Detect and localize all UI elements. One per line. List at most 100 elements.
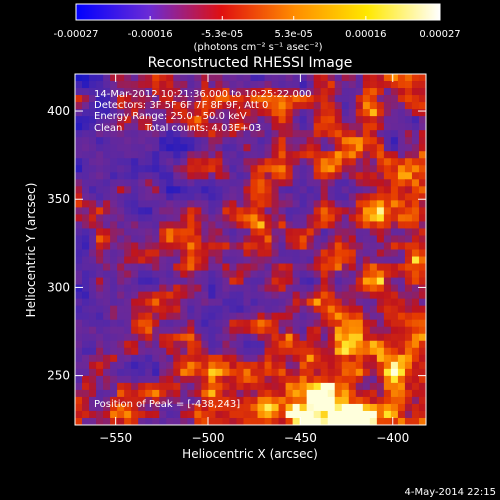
heatmap-cell: [327, 298, 336, 307]
heatmap-cell: [320, 151, 329, 159]
heatmap-cell: [334, 298, 343, 307]
heatmap-cell: [103, 130, 111, 138]
heatmap-cell: [82, 249, 90, 257]
heatmap-cell: [110, 291, 118, 300]
heatmap-cell: [215, 144, 223, 152]
heatmap-cell: [208, 179, 216, 187]
heatmap-cell: [131, 158, 139, 166]
heatmap-cell: [327, 186, 336, 194]
heatmap-cell: [264, 221, 272, 229]
heatmap-cell: [236, 228, 244, 236]
heatmap-cell: [201, 361, 209, 370]
heatmap-cell: [187, 172, 195, 180]
heatmap-cell: [306, 95, 315, 103]
heatmap-cell: [362, 172, 371, 180]
heatmap-cell: [299, 109, 308, 117]
heatmap-cell: [404, 326, 413, 335]
heatmap-cell: [117, 333, 125, 342]
heatmap-cell: [215, 81, 223, 89]
heatmap-cell: [82, 298, 90, 307]
heatmap-cell: [320, 109, 329, 117]
heatmap-cell: [299, 102, 308, 110]
heatmap-cell: [215, 277, 223, 285]
heatmap-cell: [292, 256, 301, 264]
heatmap-cell: [418, 319, 426, 328]
heatmap-cell: [348, 389, 357, 398]
heatmap-cell: [341, 228, 350, 236]
heatmap-cell: [292, 200, 301, 208]
heatmap-cell: [96, 354, 104, 363]
heatmap-cell: [229, 417, 237, 425]
heatmap-cell: [271, 123, 279, 131]
heatmap-cell: [264, 116, 272, 124]
heatmap-cell: [306, 368, 315, 377]
heatmap-cell: [110, 305, 118, 314]
heatmap-cell: [418, 74, 426, 82]
heatmap-cell: [271, 298, 279, 307]
heatmap-cell: [103, 312, 111, 321]
heatmap-cell: [257, 263, 265, 271]
heatmap-cell: [299, 410, 308, 419]
heatmap-cell: [229, 389, 237, 398]
heatmap-cell: [215, 214, 223, 222]
heatmap-cell: [103, 347, 111, 356]
heatmap-cell: [327, 193, 336, 201]
heatmap-cell: [96, 340, 104, 349]
heatmap-cell: [418, 326, 426, 335]
heatmap-cell: [103, 270, 111, 278]
heatmap-cell: [397, 298, 406, 307]
heatmap-cell: [173, 340, 181, 349]
heatmap-cell: [138, 298, 146, 307]
heatmap-cell: [166, 186, 174, 194]
heatmap-cell: [383, 102, 392, 110]
heatmap-cell: [411, 368, 420, 377]
heatmap-cell: [348, 333, 357, 342]
heatmap-cell: [215, 179, 223, 187]
heatmap-cell: [96, 158, 104, 166]
heatmap-cell: [327, 137, 336, 145]
heatmap-cell: [201, 200, 209, 208]
heatmap-cell: [355, 284, 364, 293]
heatmap-cell: [348, 256, 357, 264]
heatmap-cell: [236, 123, 244, 131]
heatmap-cell: [313, 333, 322, 342]
heatmap-cell: [159, 88, 167, 96]
heatmap-cell: [292, 319, 301, 328]
heatmap-cell: [187, 403, 195, 412]
heatmap-cell: [89, 354, 97, 363]
heatmap-cell: [320, 88, 329, 96]
heatmap-cell: [299, 277, 308, 285]
heatmap-cell: [397, 326, 406, 335]
heatmap-cell: [411, 319, 420, 328]
heatmap-cell: [166, 179, 174, 187]
heatmap-cell: [159, 186, 167, 194]
heatmap-cell: [236, 200, 244, 208]
heatmap-cell: [320, 214, 329, 222]
heatmap-cell: [299, 200, 308, 208]
heatmap-cell: [334, 123, 343, 131]
heatmap-cell: [313, 298, 322, 307]
heatmap-cell: [173, 200, 181, 208]
heatmap-cell: [383, 417, 392, 425]
heatmap-cell: [145, 172, 153, 180]
heatmap-cell: [369, 151, 378, 159]
heatmap-cell: [180, 242, 188, 250]
heatmap-cell: [250, 144, 258, 152]
heatmap-cell: [348, 172, 357, 180]
heatmap-cell: [264, 417, 272, 425]
heatmap-cell: [138, 354, 146, 363]
heatmap-cell: [89, 249, 97, 257]
heatmap-cell: [362, 116, 371, 124]
heatmap-cell: [180, 193, 188, 201]
heatmap-cell: [131, 186, 139, 194]
heatmap-cell: [320, 347, 329, 356]
heatmap-cell: [334, 375, 343, 384]
heatmap-cell: [376, 277, 385, 285]
heatmap-cell: [187, 291, 195, 300]
heatmap-cell: [131, 95, 139, 103]
heatmap-cell: [166, 249, 174, 257]
heatmap-cell: [404, 277, 413, 285]
heatmap-cell: [250, 256, 258, 264]
heatmap-cell: [306, 200, 315, 208]
heatmap-cell: [271, 228, 279, 236]
